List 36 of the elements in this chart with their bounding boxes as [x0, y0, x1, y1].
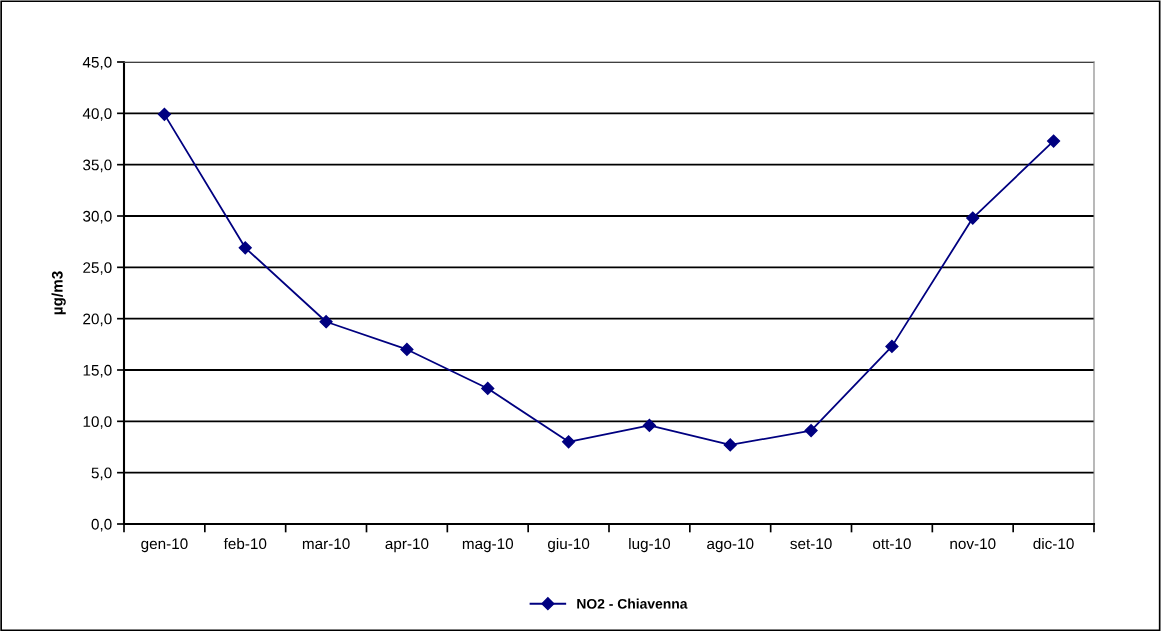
- point: [157, 107, 172, 121]
- point: [885, 339, 899, 353]
- x-tick-label: mag-10: [462, 538, 514, 553]
- y-tick-label: 10,0: [83, 416, 112, 429]
- y-tick-label: 35,0: [83, 159, 112, 173]
- x-tick-label: dic-10: [1033, 537, 1074, 550]
- y-tick-label: 15,0: [83, 364, 112, 378]
- x-tick-label: lug-10: [629, 537, 671, 553]
- y-tick-label: 40,0: [82, 108, 112, 121]
- y-tick-label: 0,0: [91, 518, 112, 532]
- point: [804, 423, 818, 438]
- point: [319, 315, 333, 329]
- x-tick-label: ago-10: [707, 538, 754, 553]
- y-tick-label: 45,0: [82, 56, 112, 70]
- point: [966, 211, 980, 225]
- legend-label: NO2 - Chiavenna: [577, 598, 688, 609]
- point: [481, 381, 495, 396]
- x-tick-label: mar-10: [302, 538, 350, 550]
- y-tick-label: 5,0: [91, 467, 112, 481]
- point: [642, 418, 657, 433]
- point: [561, 435, 576, 449]
- x-tick-label: giu-10: [547, 537, 590, 553]
- x-tick-label: feb-10: [223, 537, 267, 550]
- point: [1046, 134, 1061, 148]
- x-tick-label: apr-10: [385, 538, 429, 553]
- y-tick-label: 20,0: [83, 313, 112, 327]
- x-tick-label: ott-10: [873, 538, 911, 550]
- x-tick-label: set-10: [790, 538, 832, 550]
- point: [723, 438, 737, 452]
- x-tick-label: gen-10: [141, 538, 188, 553]
- point: [400, 342, 414, 357]
- y-tick-label: 30,0: [83, 210, 112, 224]
- y-tick-label: 25,0: [83, 262, 112, 275]
- x-tick-label: nov-10: [950, 538, 996, 550]
- point: [238, 241, 252, 255]
- y-axis-title: µg/m3: [51, 271, 66, 315]
